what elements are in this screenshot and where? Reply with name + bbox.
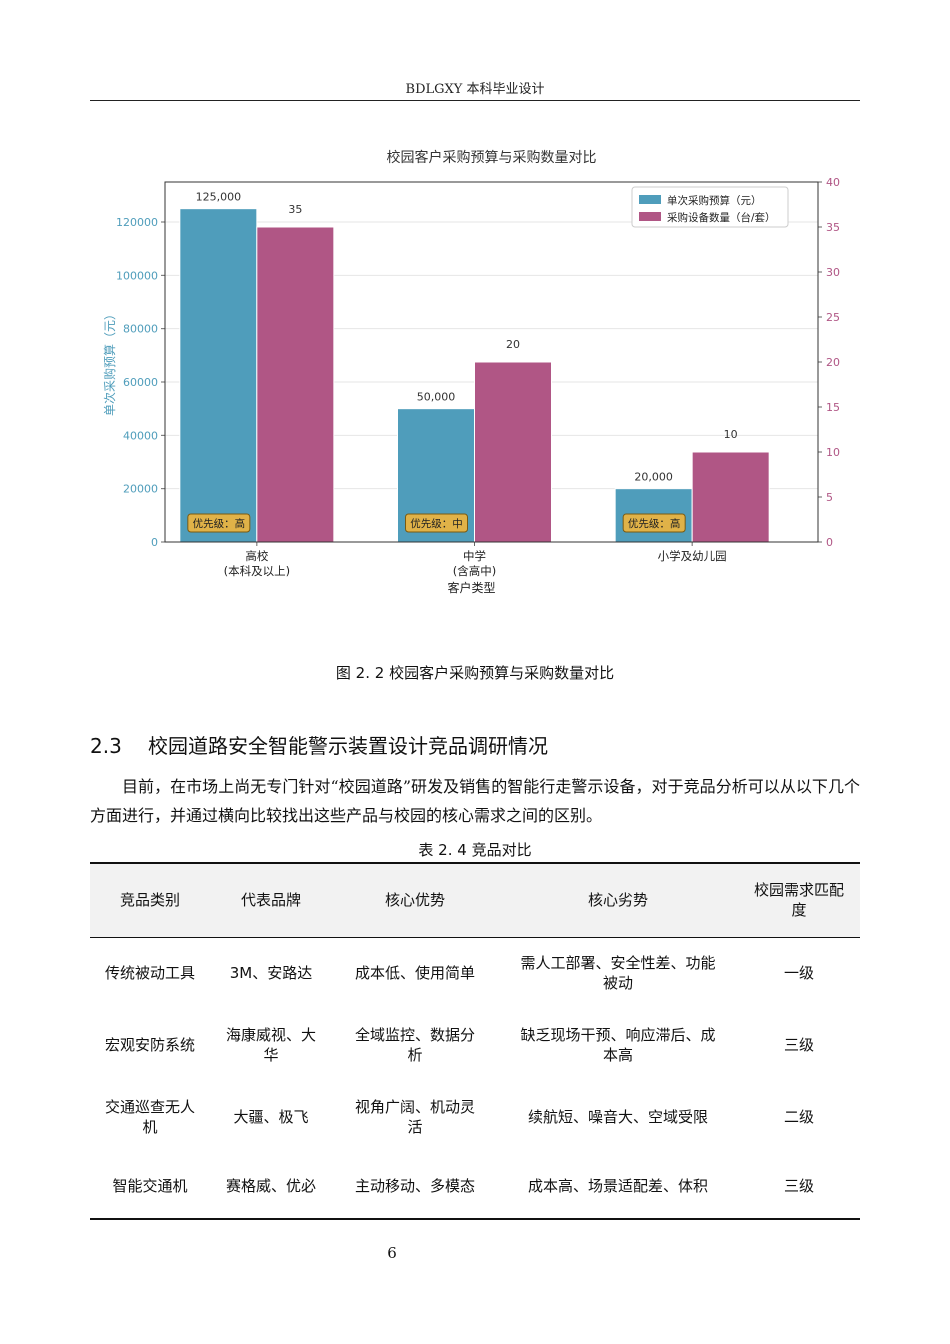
left-tick-label: 0 (151, 536, 158, 549)
quantity-data-label: 35 (288, 203, 302, 216)
table-cell: 大疆、极飞 (233, 1108, 309, 1126)
table-caption: 表 2. 4 竞品对比 (418, 841, 532, 859)
x-axis-label: 客户类型 (447, 580, 495, 595)
right-tick-label: 35 (826, 221, 840, 234)
legend-swatch (639, 212, 661, 221)
table-cell: 海康威视、大华 (225, 1026, 316, 1064)
table-cell: 成本高、场景适配差、体积 (527, 1176, 708, 1195)
right-tick-label: 5 (826, 491, 833, 504)
budget-bar (179, 208, 258, 543)
right-tick-label: 15 (826, 401, 840, 414)
right-tick-label: 20 (826, 356, 840, 369)
table-cell: 二级 (783, 1108, 814, 1126)
right-tick-label: 30 (826, 266, 840, 279)
bar-chart: 校园客户采购预算与采购数量对比 0 20000 40000 60000 80000 1000… (100, 140, 850, 610)
right-tick-label: 10 (826, 446, 840, 459)
table-header-row: 竞品类别 代表品牌 核心优势 核心劣势 校园需求匹配度 (90, 863, 860, 937)
table-cell: 交通巡查无人机 (104, 1098, 195, 1136)
page-number: 6 (387, 1244, 397, 1262)
table-cell: 需人工部署、安全性差、功能被动 (520, 954, 716, 993)
left-tick-label: 60000 (123, 376, 158, 389)
priority-badge-label: 优先级：中 (410, 517, 463, 530)
quantity-bar (474, 361, 552, 543)
priority-badge-label: 优先级：高 (628, 517, 681, 530)
legend-label: 单次采购预算（元） (667, 194, 762, 207)
table-header-cell: 核心优势 (384, 891, 445, 910)
table-cell: 缺乏现场干预、响应滞后、成本高 (520, 1026, 716, 1064)
table-cell: 宏观安防系统 (104, 1036, 195, 1054)
paragraph-text: 目前，在市场上尚无专门针对“校园道路”研发及销售的智能行走警示设备，对于竞品分析… (90, 777, 860, 825)
right-axis-label: 采购设备数量（台/套） (849, 300, 850, 424)
table-cell: 全域监控、数据分析 (354, 1026, 475, 1064)
table-row: 传统被动工具 3M、安路达 成本低、使用简单 需人工部署、安全性差、功能被动 一… (90, 937, 860, 1009)
section-number: 2.3 (90, 734, 122, 758)
table-row: 交通巡查无人机 大疆、极飞 视角广阔、机动灵活 续航短、噪音大、空域受限 二级 (90, 1081, 860, 1153)
table-cell: 主动移动、多模态 (354, 1176, 475, 1195)
quantity-data-label: 20 (506, 338, 520, 351)
table-header-cell: 代表品牌 (240, 891, 301, 910)
category-label: 小学及幼儿园 (658, 549, 727, 563)
budget-data-label: 20,000 (634, 471, 673, 484)
chart-svg: 校园客户采购预算与采购数量对比 0 20000 40000 60000 80000 1000… (102, 149, 850, 595)
table-cell: 赛格威、优必 (225, 1176, 316, 1195)
table-row: 宏观安防系统 海康威视、大华 全域监控、数据分析 缺乏现场干预、响应滞后、成本高… (90, 1009, 860, 1081)
table-header-cell: 校园需求匹配度 (754, 881, 845, 920)
priority-badge (187, 513, 251, 533)
budget-data-label: 125,000 (196, 191, 242, 204)
header-rule (90, 100, 860, 101)
priority-badge (622, 513, 686, 533)
table-cell: 三级 (783, 1036, 814, 1054)
priority-badge (405, 513, 468, 533)
table-cell: 传统被动工具 (104, 964, 195, 983)
quantity-data-label: 10 (724, 428, 738, 441)
table-cell: 一级 (783, 964, 814, 983)
figure-caption: 图 2. 2 校园客户采购预算与采购数量对比 (335, 664, 615, 682)
table-cell: 成本低、使用简单 (354, 964, 475, 983)
table-cell: 3M、安路达 (229, 964, 313, 983)
comparison-table: 竞品类别 代表品牌 核心优势 核心劣势 校园需求匹配度 传统被动工具 3M、安路… (90, 862, 860, 1220)
quantity-bar (256, 226, 335, 543)
left-tick-label: 80000 (123, 323, 158, 336)
right-tick-label: 40 (826, 176, 840, 189)
legend-box (631, 186, 789, 228)
table-cell: 续航短、噪音大、空域受限 (527, 1108, 708, 1126)
plot-frame (164, 181, 819, 543)
left-tick-label: 120000 (116, 216, 158, 229)
right-tick-label: 0 (826, 536, 833, 549)
table-cell: 视角广阔、机动灵活 (354, 1098, 475, 1136)
left-axis-label: 单次采购预算（元） (102, 308, 117, 416)
table-cell: 智能交通机 (112, 1176, 188, 1195)
left-tick-label: 40000 (123, 429, 158, 442)
body-paragraph: 目前，在市场上尚无专门针对“校园道路”研发及销售的智能行走警示设备，对于竞品分析… (90, 772, 860, 830)
table-header-cell: 核心劣势 (587, 891, 648, 910)
chart-title: 校园客户采购预算与采购数量对比 (387, 149, 597, 166)
table-row: 智能交通机 赛格威、优必 主动移动、多模态 成本高、场景适配差、体积 三级 (90, 1153, 860, 1219)
left-tick-label: 20000 (123, 483, 158, 496)
legend-swatch (639, 195, 661, 204)
budget-data-label: 50,000 (417, 391, 456, 404)
section-title: 校园道路安全智能警示装置设计竞品调研情况 (148, 734, 548, 758)
category-label: (含高中) (453, 564, 496, 578)
section-heading: 2.3 校园道路安全智能警示装置设计竞品调研情况 (90, 730, 548, 759)
category-label: 中学 (463, 549, 486, 563)
priority-badge-label: 优先级：高 (193, 517, 246, 530)
legend-label: 采购设备数量（台/套） (667, 211, 776, 224)
left-tick-label: 100000 (116, 269, 158, 282)
category-label: (本科及以上) (224, 564, 290, 578)
right-tick-label: 25 (826, 311, 840, 324)
page-header: BDLGXY 本科毕业设计 (405, 82, 545, 97)
table-header-cell: 竞品类别 (119, 891, 180, 910)
category-label: 高校 (245, 549, 268, 563)
quantity-bar (691, 451, 770, 543)
table-cell: 三级 (783, 1176, 814, 1195)
